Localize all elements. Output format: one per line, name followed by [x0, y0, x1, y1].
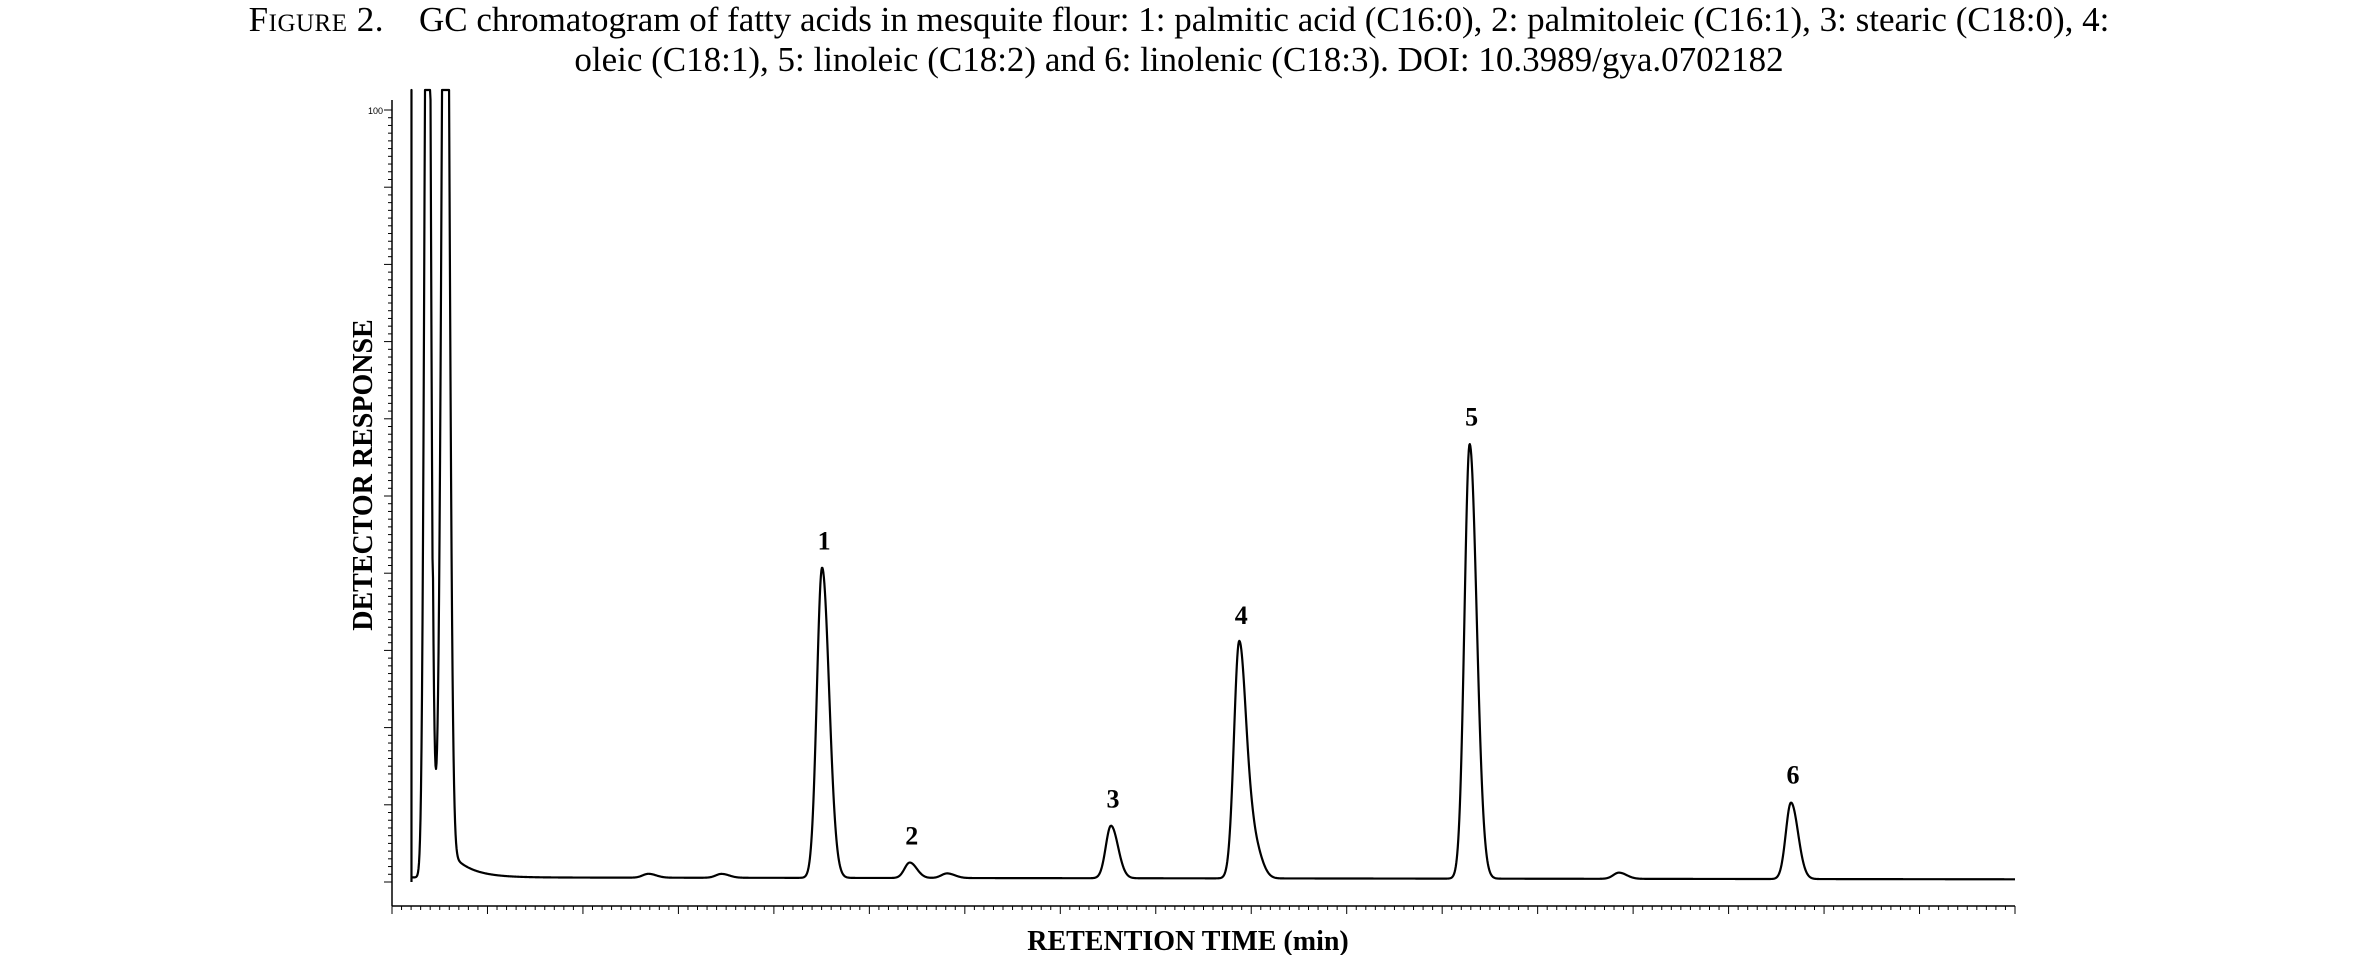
figure-caption: Figure 2. GC chromatogram of fatty acids…: [0, 0, 2358, 80]
peak-label-2: 2: [905, 822, 918, 851]
peak-label-3: 3: [1106, 785, 1119, 814]
y-axis-label: DETECTOR RESPONSE: [348, 319, 379, 630]
figure-label: Figure 2.: [248, 0, 385, 39]
x-axis-label: RETENTION TIME (min): [1027, 926, 1349, 955]
chromatogram-trace: [410, 88, 2016, 882]
caption-line-1: Figure 2. GC chromatogram of fatty acids…: [0, 0, 2358, 40]
peak-label-1: 1: [818, 527, 831, 556]
chart-axes: [391, 100, 2015, 907]
peak-label-6: 6: [1787, 761, 1800, 790]
y-axis-ticks: [384, 109, 392, 883]
caption-line-2: oleic (C18:1), 5: linoleic (C18:2) and 6…: [574, 40, 1784, 79]
x-axis-ticks: [391, 906, 2016, 914]
peak-label-4: 4: [1235, 601, 1248, 630]
peak-label-5: 5: [1465, 402, 1478, 431]
y-tick-label: 100: [368, 106, 383, 116]
peak-labels: 1 2 3 4 5 6: [818, 402, 1800, 850]
caption-text-1: GC chromatogram of fatty acids in mesqui…: [419, 0, 2110, 39]
